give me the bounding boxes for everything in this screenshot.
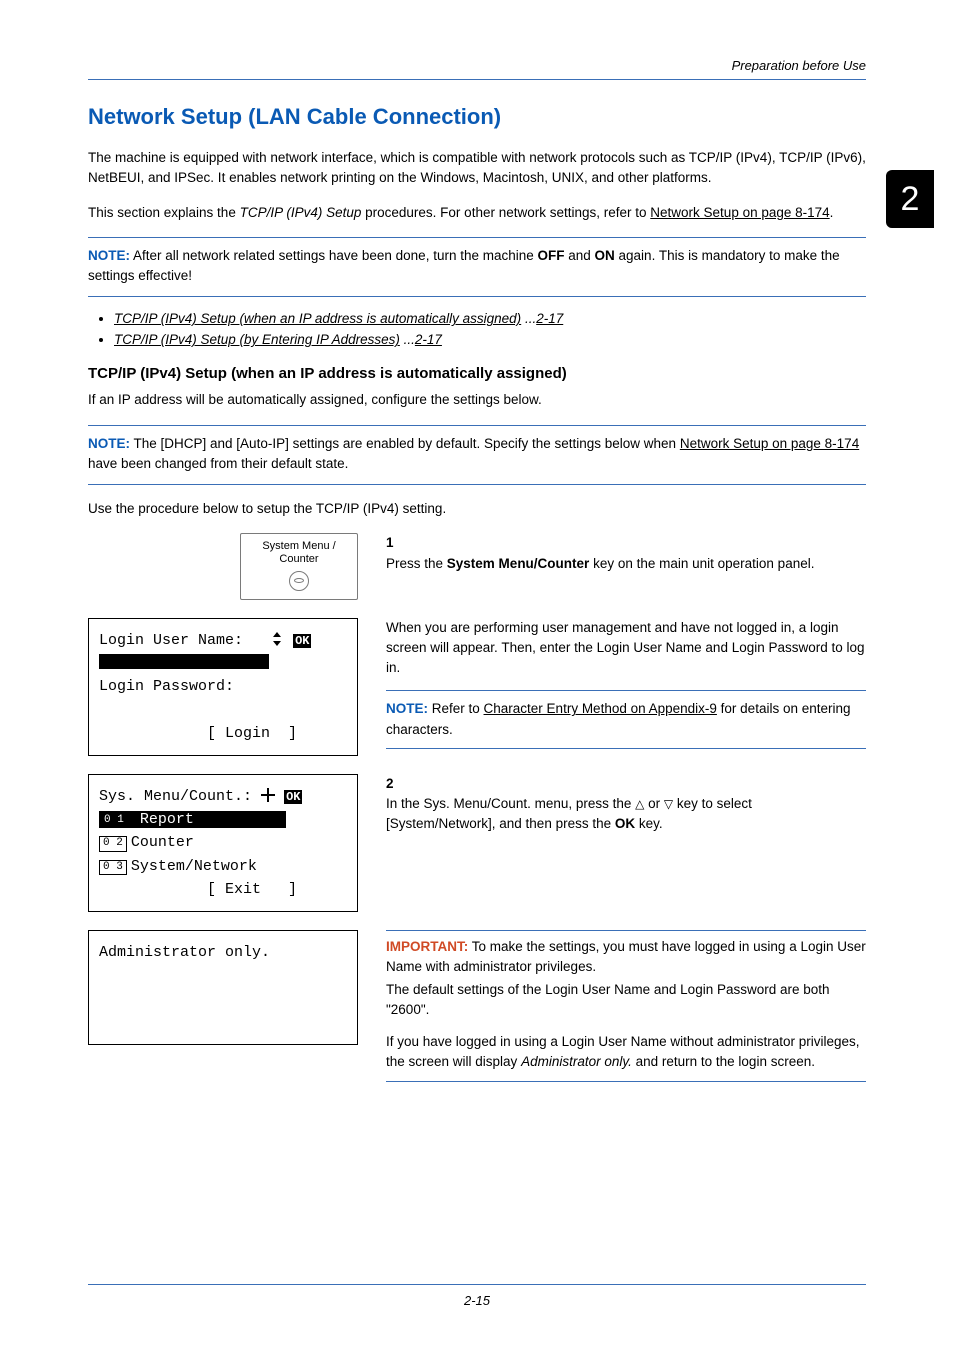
note-label: NOTE:	[88, 248, 130, 263]
note-box-1: NOTE: After all network related settings…	[88, 237, 866, 298]
ok-icon: OK	[284, 790, 302, 804]
link-network-setup-2[interactable]: Network Setup on page 8-174	[680, 436, 859, 451]
note-box-2: NOTE: The [DHCP] and [Auto-IP] settings …	[88, 425, 866, 486]
lcd-line: Administrator only.	[99, 944, 270, 961]
bullet-list: TCP/IP (IPv4) Setup (when an IP address …	[94, 311, 866, 347]
note-label: NOTE:	[386, 701, 428, 716]
section-subtitle: TCP/IP (IPv4) Setup (when an IP address …	[88, 365, 866, 382]
text: or	[644, 796, 664, 811]
text-italic: Administrator only.	[521, 1054, 632, 1069]
note-label: NOTE:	[88, 436, 130, 451]
intro-paragraph-1: The machine is equipped with network int…	[88, 148, 866, 189]
procedure-intro: Use the procedure below to setup the TCP…	[88, 499, 866, 519]
menu-item-report: Report	[140, 811, 194, 828]
nav-cross-icon	[261, 788, 275, 802]
page-ref[interactable]: 2-17	[415, 332, 442, 347]
text: After all network related settings have …	[130, 248, 538, 263]
text: Press the	[386, 556, 447, 571]
lcd-login-screen: Login User Name: OK Login Password: [ Lo…	[88, 618, 358, 756]
chapter-tab: 2	[886, 170, 934, 228]
input-cursor-strip	[99, 654, 269, 669]
important-label: IMPORTANT:	[386, 939, 468, 954]
page-ref[interactable]: 2-17	[536, 311, 563, 326]
text: Refer to	[428, 701, 484, 716]
step-number: 2	[386, 774, 408, 794]
text: The default settings of the Login User N…	[386, 980, 866, 1021]
text: key on the main unit operation panel.	[589, 556, 814, 571]
text: .	[830, 205, 834, 220]
text: procedures. For other network settings, …	[361, 205, 650, 220]
lcd-softkey-login: [ Login ]	[207, 725, 297, 742]
text-italic: TCP/IP (IPv4) Setup	[240, 205, 362, 220]
text: have been changed from their default sta…	[88, 456, 348, 471]
text-bold: ON	[595, 248, 615, 263]
text: and	[565, 248, 595, 263]
text-bold: System Menu/Counter	[447, 556, 590, 571]
bullet-item: TCP/IP (IPv4) Setup (by Entering IP Addr…	[114, 332, 866, 347]
link-tcpip-manual[interactable]: TCP/IP (IPv4) Setup (by Entering IP Addr…	[114, 332, 400, 347]
link-char-entry[interactable]: Character Entry Method on Appendix-9	[484, 701, 717, 716]
login-explanation: When you are performing user management …	[386, 618, 866, 679]
link-network-setup[interactable]: Network Setup on page 8-174	[650, 205, 829, 220]
key-button-icon	[289, 571, 309, 591]
page-number: 2-15	[88, 1284, 866, 1308]
section-body: If an IP address will be automatically a…	[88, 390, 866, 410]
lcd-line: Login User Name:	[99, 632, 243, 649]
running-header: Preparation before Use	[88, 58, 866, 80]
menu-index: 0 3	[99, 860, 127, 875]
nav-icon	[270, 632, 284, 646]
menu-item-system-network: System/Network	[131, 858, 257, 875]
lcd-sys-menu-screen: Sys. Menu/Count.: OK 0 1 Report 0 2 Count…	[88, 774, 358, 912]
link-tcpip-auto[interactable]: TCP/IP (IPv4) Setup (when an IP address …	[114, 311, 521, 326]
lcd-softkey-exit: [ Exit ]	[207, 881, 297, 898]
text-bold: OK	[615, 816, 635, 831]
step-1-text: Press the System Menu/Counter key on the…	[386, 554, 842, 574]
lcd-admin-only-screen: Administrator only.	[88, 930, 358, 1045]
step-number: 1	[386, 533, 408, 553]
system-menu-key-illustration: System Menu / Counter	[240, 533, 358, 599]
key-label-line1: System Menu /	[245, 540, 353, 553]
note-box-3: NOTE: Refer to Character Entry Method on…	[386, 690, 866, 749]
bullet-item: TCP/IP (IPv4) Setup (when an IP address …	[114, 311, 866, 326]
menu-index: 0 1	[101, 814, 127, 827]
lcd-title: Sys. Menu/Count.:	[99, 788, 252, 805]
text: This section explains the	[88, 205, 240, 220]
intro-paragraph-2: This section explains the TCP/IP (IPv4) …	[88, 203, 866, 223]
up-triangle-icon: △	[635, 797, 644, 811]
text: key.	[635, 816, 663, 831]
text-bold: OFF	[538, 248, 565, 263]
down-triangle-icon: ▽	[664, 797, 673, 811]
step-2-text: In the Sys. Menu/Count. menu, press the …	[386, 794, 842, 835]
menu-item-counter: Counter	[131, 834, 194, 851]
ok-icon: OK	[293, 634, 311, 648]
text: and return to the login screen.	[632, 1054, 815, 1069]
page-title: Network Setup (LAN Cable Connection)	[88, 104, 866, 130]
text: The [DHCP] and [Auto-IP] settings are en…	[130, 436, 680, 451]
important-box: IMPORTANT: To make the settings, you mus…	[386, 930, 866, 1082]
text: In the Sys. Menu/Count. menu, press the	[386, 796, 635, 811]
menu-index: 0 2	[99, 836, 127, 851]
key-label-line2: Counter	[245, 553, 353, 566]
lcd-line: Login Password:	[99, 678, 234, 695]
